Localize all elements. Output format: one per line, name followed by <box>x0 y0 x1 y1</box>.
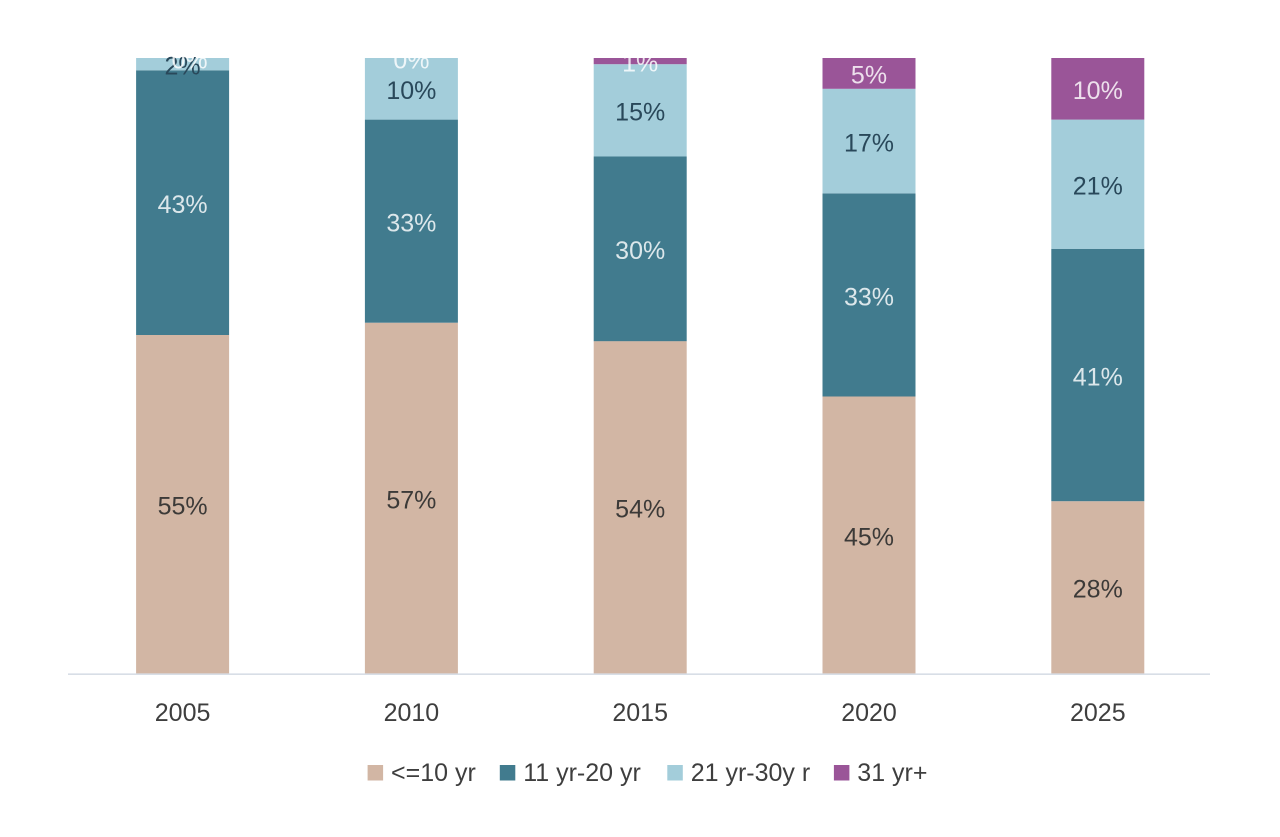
svg-text:0%: 0% <box>393 46 429 74</box>
svg-text:17%: 17% <box>844 129 894 157</box>
svg-text:2010: 2010 <box>384 699 440 727</box>
svg-text:10%: 10% <box>386 77 436 105</box>
svg-text:1%: 1% <box>622 49 658 77</box>
svg-text:54%: 54% <box>615 496 665 524</box>
svg-text:<=10 yr: <=10 yr <box>391 759 476 787</box>
svg-text:15%: 15% <box>615 99 665 127</box>
svg-text:33%: 33% <box>844 283 894 311</box>
svg-text:2015: 2015 <box>612 699 668 727</box>
svg-text:55%: 55% <box>158 493 208 521</box>
svg-text:43%: 43% <box>158 191 208 219</box>
svg-text:45%: 45% <box>844 523 894 551</box>
svg-text:11 yr-20 yr: 11 yr-20 yr <box>523 759 641 787</box>
svg-text:31 yr+: 31 yr+ <box>857 759 927 787</box>
svg-text:0%: 0% <box>172 46 208 74</box>
svg-text:28%: 28% <box>1073 576 1123 604</box>
svg-text:5%: 5% <box>851 62 887 90</box>
svg-text:2%: 2% <box>165 53 201 81</box>
svg-text:41%: 41% <box>1073 363 1123 391</box>
svg-text:21%: 21% <box>1073 173 1123 201</box>
svg-text:21 yr-30y r: 21 yr-30y r <box>691 759 810 787</box>
svg-text:30%: 30% <box>615 237 665 265</box>
svg-text:2025: 2025 <box>1070 699 1126 727</box>
svg-text:2020: 2020 <box>841 699 897 727</box>
svg-text:10%: 10% <box>1073 77 1123 105</box>
svg-text:33%: 33% <box>386 209 436 237</box>
svg-text:2005: 2005 <box>155 699 211 727</box>
svg-text:57%: 57% <box>386 486 436 514</box>
